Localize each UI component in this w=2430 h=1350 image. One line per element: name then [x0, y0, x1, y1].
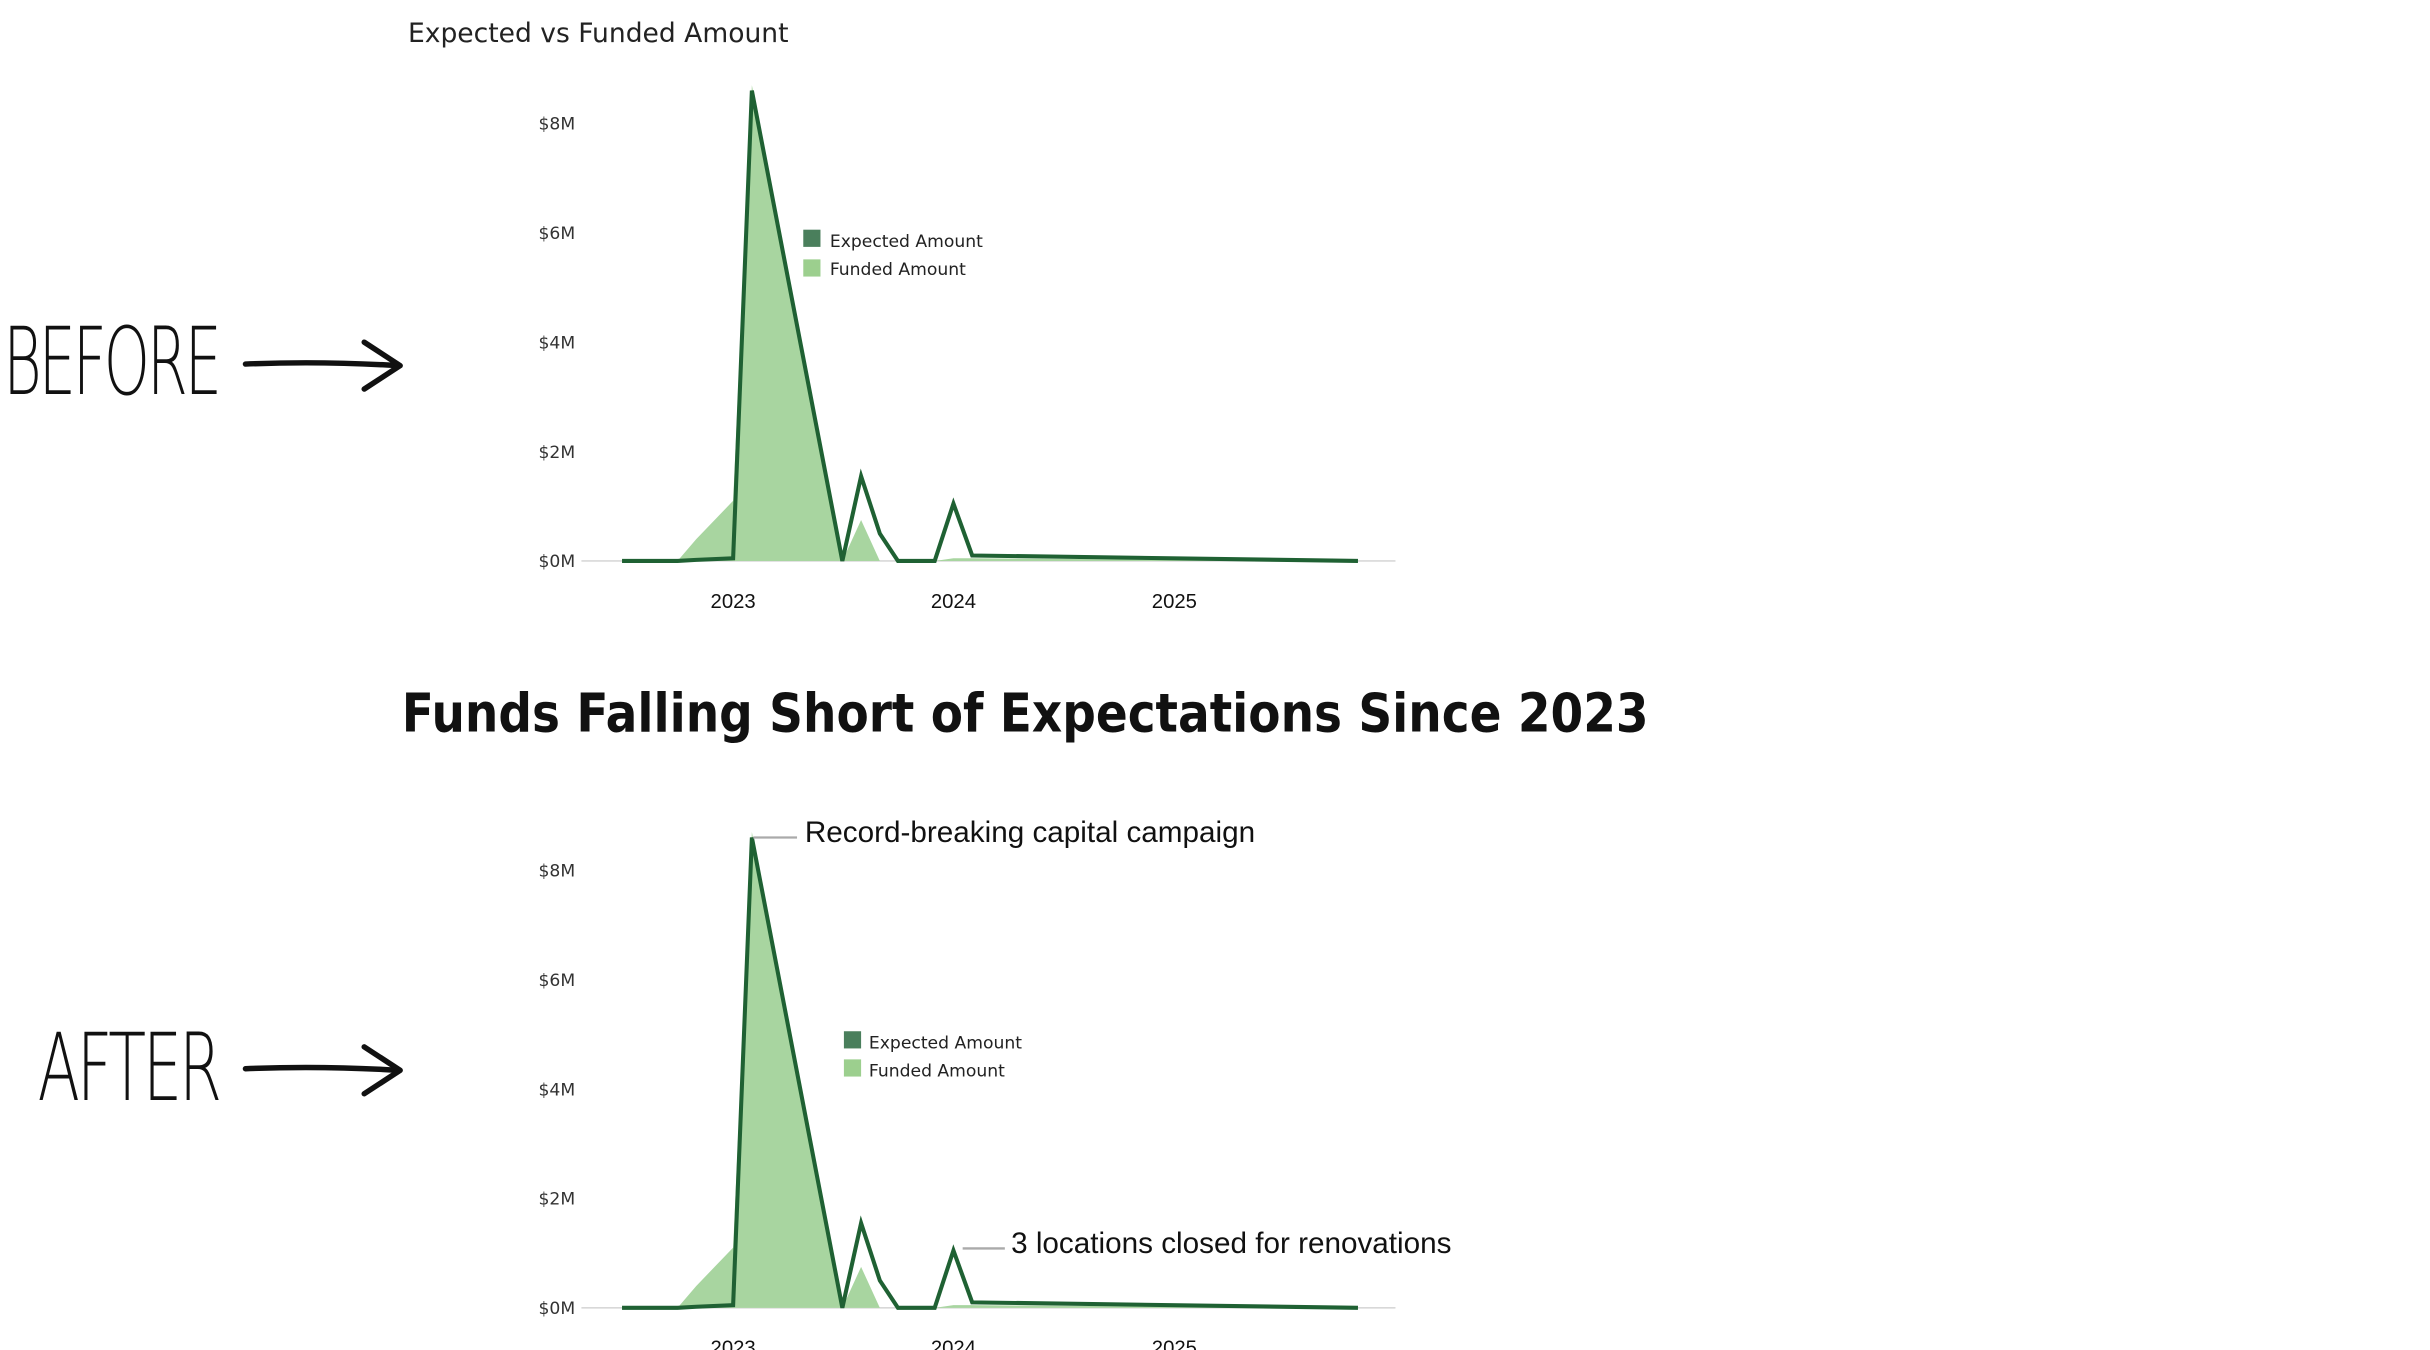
y-tick-label: $2M: [538, 443, 575, 463]
before-arrow-icon: [242, 339, 403, 392]
x-axis: 2023 2024 2025: [711, 591, 1197, 613]
legend-label-funded: Funded Amount: [869, 1062, 1005, 1082]
x-axis: 2023 2024 2025: [711, 1338, 1197, 1350]
y-tick-label: $8M: [538, 862, 575, 882]
annotation-text: Record-breaking capital campaign: [805, 816, 1255, 849]
chart-title: Expected vs Funded Amount: [408, 18, 789, 49]
legend-label-funded: Funded Amount: [830, 260, 966, 280]
before-chart: Expected vs Funded Amount $0M $2M $4M $6M $8…: [408, 18, 1396, 613]
legend-swatch-expected: [803, 229, 821, 247]
y-tick-label: $0M: [538, 552, 575, 572]
funded-amount-area: [622, 832, 1358, 1308]
annotation-text: 3 locations closed for renovations: [1011, 1227, 1451, 1260]
annotation-renovations: 3 locations closed for renovations: [962, 1227, 1451, 1260]
legend: Expected Amount Funded Amount: [843, 1031, 1022, 1082]
x-tick-label: 2024: [931, 1338, 976, 1350]
legend: Expected Amount Funded Amount: [803, 229, 983, 280]
x-tick-label: 2025: [1152, 1338, 1197, 1350]
x-tick-label: 2025: [1152, 591, 1197, 613]
legend-swatch-funded: [843, 1059, 862, 1077]
y-tick-label: $6M: [538, 224, 575, 244]
y-tick-label: $2M: [538, 1190, 575, 1210]
before-callout: BEFORE: [3, 308, 403, 417]
x-tick-label: 2024: [931, 591, 976, 613]
y-tick-label: $8M: [538, 115, 575, 135]
before-label: BEFORE: [3, 308, 219, 417]
y-axis: $0M $2M $4M $6M $8M: [538, 862, 575, 1319]
expected-amount-line: [622, 90, 1358, 563]
expected-amount-line: [622, 837, 1358, 1310]
legend-swatch-expected: [843, 1031, 862, 1049]
after-chart: Funds Falling Short of Expectations Sinc…: [402, 682, 1649, 1350]
y-tick-label: $6M: [538, 971, 575, 991]
legend-swatch-funded: [803, 259, 821, 277]
after-label: AFTER: [38, 1014, 220, 1123]
funded-amount-area: [622, 85, 1358, 561]
annotation-record-campaign: Record-breaking capital campaign: [753, 816, 1255, 849]
after-callout: AFTER: [38, 1014, 403, 1123]
chart-title: Funds Falling Short of Expectations Sinc…: [402, 682, 1649, 744]
legend-label-expected: Expected Amount: [869, 1033, 1022, 1053]
y-axis: $0M $2M $4M $6M $8M: [538, 115, 575, 573]
legend-label-expected: Expected Amount: [830, 232, 983, 252]
y-tick-label: $0M: [538, 1299, 575, 1319]
y-tick-label: $4M: [538, 1080, 575, 1100]
x-tick-label: 2023: [711, 1338, 756, 1350]
after-arrow-icon: [242, 1044, 403, 1097]
x-tick-label: 2023: [711, 591, 756, 613]
y-tick-label: $4M: [538, 333, 575, 353]
